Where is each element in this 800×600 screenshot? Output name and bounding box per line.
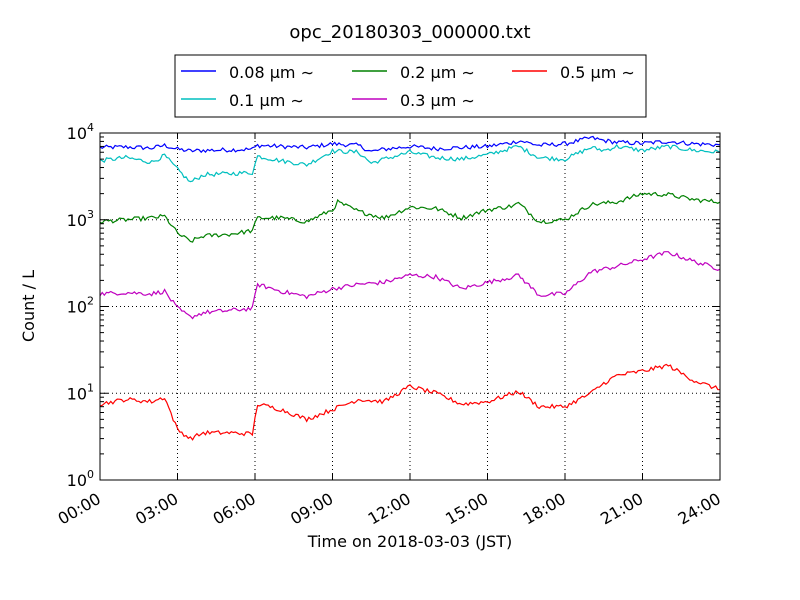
legend-label: 0.5 μm ∼ — [560, 63, 635, 82]
y-axis-label: Count / L — [19, 270, 38, 342]
legend-box — [174, 54, 647, 118]
series-line — [99, 135, 721, 154]
y-tick-label: 102 — [67, 295, 94, 317]
legend-label: 0.3 μm ∼ — [400, 91, 475, 110]
legend-label: 0.1 μm ∼ — [229, 91, 304, 110]
series-line — [99, 363, 721, 441]
series-line — [99, 191, 721, 243]
legend-label: 0.2 μm ∼ — [400, 63, 475, 82]
y-tick-label: 103 — [67, 208, 94, 230]
x-axis-label: Time on 2018-03-03 (JST) — [307, 532, 512, 551]
y-tick-label: 100 — [67, 468, 94, 490]
grid-lines — [100, 133, 720, 480]
legend-label: 0.08 μm ∼ — [229, 63, 314, 82]
series-line — [99, 251, 721, 320]
y-tick-label: 104 — [67, 121, 94, 143]
data-series — [99, 135, 721, 441]
legend: 0.08 μm ∼ 0.1 μm ∼ 0.2 μm ∼ 0.3 μm ∼ 0.5 μm … — [174, 54, 647, 118]
chart-title: opc_20180303_000000.txt — [289, 22, 530, 43]
series-line — [99, 143, 721, 183]
y-tick-label: 101 — [67, 381, 94, 403]
